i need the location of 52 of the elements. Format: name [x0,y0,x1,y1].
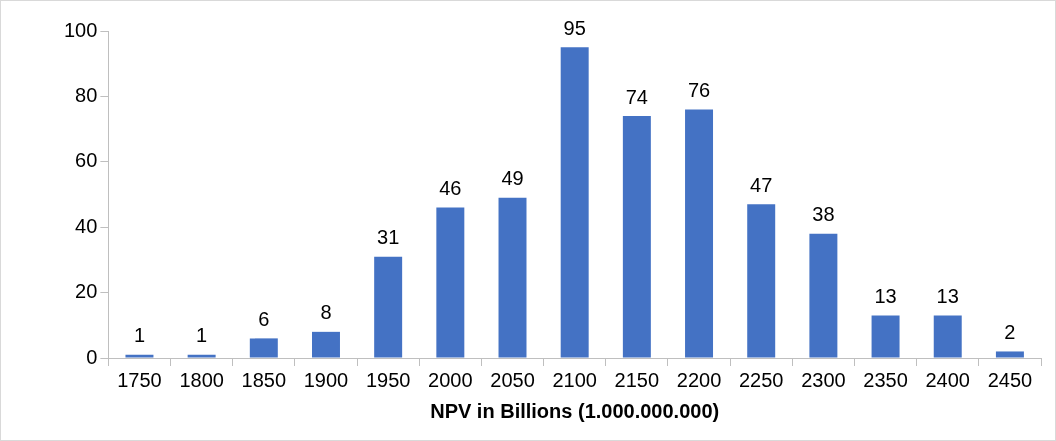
x-tick-label: 1750 [117,368,162,391]
bar [560,47,589,358]
data-label: 95 [563,16,586,39]
x-tick-label: 2200 [676,368,722,391]
x-tick-label: 2400 [925,368,970,391]
bar [871,315,900,358]
bar [933,315,962,358]
bar [685,109,714,358]
data-label: 8 [320,301,332,324]
x-tick-label: 2350 [863,368,908,391]
data-label: 1 [133,324,146,347]
data-label: 49 [501,167,524,190]
bar [995,351,1024,358]
x-tick-label: 2050 [490,368,535,391]
bar [498,197,527,358]
data-label: 46 [439,177,462,200]
x-tick-label: 2000 [428,368,473,391]
y-tick-label: 100 [63,18,98,41]
data-label: 2 [1004,320,1016,343]
x-tick-label: 1800 [179,368,224,391]
x-tick-label: 2450 [987,368,1033,391]
x-tick-label: 1850 [241,368,287,391]
x-axis-title: NPV in Billions (1.000.000.000) [430,399,720,422]
bar [249,338,278,358]
bar [311,331,340,358]
x-tick-label: 1950 [365,368,411,391]
data-label: 13 [874,285,897,308]
y-tick-label: 40 [75,214,98,237]
data-label: 13 [936,285,959,308]
data-label: 47 [750,173,773,196]
bar [436,207,465,358]
bar [374,256,403,358]
data-label: 1 [196,324,208,347]
x-tick-label: 2250 [738,368,784,391]
x-tick-label: 2100 [552,368,597,391]
y-tick-label: 60 [75,149,98,172]
bar [747,204,776,358]
bar [809,233,838,358]
data-label: 38 [812,203,835,226]
y-tick-label: 20 [75,280,98,303]
x-tick-label: 2300 [801,368,846,391]
y-tick-label: 80 [75,83,98,106]
bar [187,354,216,358]
bar [125,354,154,358]
y-tick-label: 0 [86,345,98,368]
data-label: 31 [377,226,400,249]
x-tick-label: 1900 [303,368,349,391]
data-label: 76 [687,79,711,101]
bar [622,116,651,358]
x-tick-label: 2150 [614,368,660,391]
data-label: 6 [258,307,270,330]
data-label: 74 [625,85,648,108]
